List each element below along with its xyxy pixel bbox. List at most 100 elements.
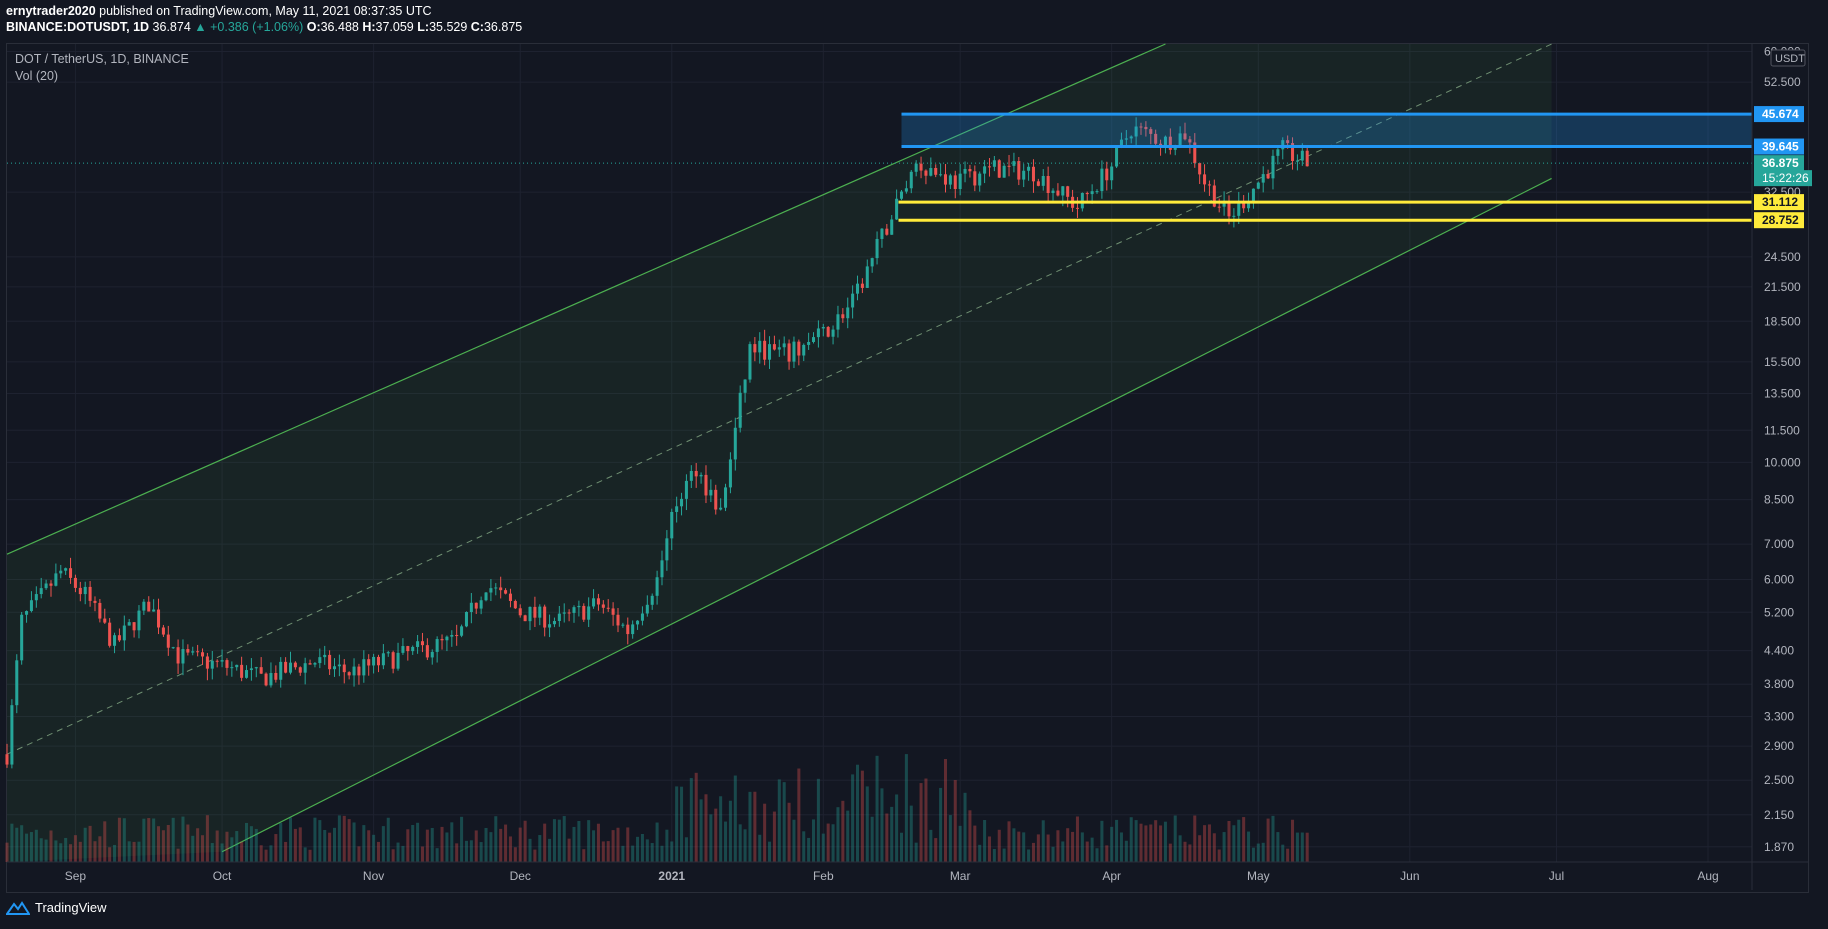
volume-bar xyxy=(777,779,781,862)
candle-body xyxy=(694,470,698,477)
volume-bar xyxy=(176,848,180,862)
volume-bar xyxy=(1271,815,1275,862)
tradingview-logo-icon xyxy=(6,900,30,915)
channel-fill xyxy=(7,44,1552,862)
volume-bar xyxy=(1242,817,1246,862)
volume-bar xyxy=(904,754,908,862)
candle-body xyxy=(626,624,630,635)
candle-body xyxy=(592,598,596,607)
candle-body xyxy=(1251,188,1255,201)
candle-body xyxy=(904,188,908,192)
x-tick-label: Oct xyxy=(213,869,232,883)
price-tag-last[interactable] xyxy=(1754,155,1804,172)
volume-bar xyxy=(1041,820,1045,862)
candle-body xyxy=(914,163,918,172)
volume-bar xyxy=(293,828,297,862)
volume-bar xyxy=(1110,826,1114,862)
volume-bar xyxy=(831,824,835,862)
volume-bar xyxy=(205,815,209,862)
high-label: H: xyxy=(362,20,376,34)
candle-body xyxy=(504,590,508,594)
candle-body xyxy=(1198,163,1202,175)
candle-body xyxy=(1012,161,1016,166)
volume-bar xyxy=(161,830,165,862)
tradingview-brand: TradingView xyxy=(35,900,107,915)
volume-bar xyxy=(792,819,796,862)
candle-body xyxy=(811,337,816,342)
candle-body xyxy=(987,166,991,168)
candle-body xyxy=(1159,143,1163,146)
price-tag-yellow[interactable] xyxy=(1754,212,1804,229)
volume-bar xyxy=(890,806,894,862)
volume-bar xyxy=(948,815,952,862)
candle-body xyxy=(494,587,498,589)
candle-body xyxy=(166,634,170,648)
volume-bar xyxy=(274,834,278,862)
volume-bar xyxy=(968,810,972,862)
volume-bar xyxy=(181,816,185,862)
candle-body xyxy=(601,604,605,608)
channel-upper-line[interactable] xyxy=(6,43,1166,555)
volume-bar xyxy=(768,841,772,862)
volume-bar xyxy=(1212,833,1216,862)
candle-body xyxy=(943,174,948,185)
candle-body xyxy=(665,538,669,561)
volume-bar xyxy=(445,832,449,862)
channel-lower-line[interactable] xyxy=(221,177,1552,853)
candle-body xyxy=(303,663,307,673)
volume-bar xyxy=(78,841,82,862)
volume-bar xyxy=(474,830,478,862)
author-name[interactable]: ernytrader2020 xyxy=(6,4,96,18)
candle-body xyxy=(929,168,933,176)
y-tick-label: 6.000 xyxy=(1764,572,1794,586)
y-tick-label: 11.500 xyxy=(1764,423,1800,437)
volume-bar xyxy=(543,823,547,862)
chart-frame[interactable] xyxy=(6,43,1809,893)
volume-bar xyxy=(1198,835,1202,862)
open-label: O: xyxy=(306,20,321,34)
volume-bar xyxy=(1286,848,1290,862)
candle-body xyxy=(919,163,923,171)
price-tag-yellow[interactable] xyxy=(1754,194,1804,211)
volume-bar xyxy=(1002,848,1006,862)
currency-box[interactable] xyxy=(1770,49,1806,67)
candle-body xyxy=(386,652,390,654)
candle-body xyxy=(49,583,53,586)
candle-body xyxy=(122,625,126,641)
tradingview-footer[interactable]: TradingView xyxy=(6,900,107,915)
volume-bar xyxy=(807,837,811,862)
volume-bar xyxy=(469,840,473,862)
candle-body xyxy=(337,664,341,667)
candle-body xyxy=(1193,142,1197,164)
volume-bar xyxy=(284,841,288,862)
legend-volume[interactable]: Vol (20) xyxy=(15,69,59,83)
volume-bar xyxy=(763,803,767,862)
channel-middle-line[interactable] xyxy=(6,43,1552,755)
legend-symbol-title[interactable]: DOT / TetherUS, 1D, BINANCE xyxy=(15,52,189,66)
candle-body xyxy=(445,636,449,641)
candle-body xyxy=(1085,193,1089,195)
candle-body xyxy=(391,652,395,669)
volume-bar xyxy=(406,829,410,862)
candle-body xyxy=(328,654,332,670)
candle-body xyxy=(533,606,537,618)
candle-body xyxy=(699,474,703,477)
price-tag-blue[interactable] xyxy=(1754,138,1804,155)
volume-bar xyxy=(1085,841,1089,862)
candle-body xyxy=(836,314,840,330)
candle-body xyxy=(425,645,429,658)
candle-body xyxy=(523,615,527,622)
candle-body xyxy=(1286,140,1290,144)
candle-body xyxy=(743,379,747,393)
volume-bar xyxy=(244,822,249,862)
volume-bar xyxy=(1256,843,1260,862)
price-tag-blue[interactable] xyxy=(1754,106,1804,123)
candle-body xyxy=(342,664,346,673)
candle-body xyxy=(1207,184,1211,186)
candle-body xyxy=(816,328,820,338)
x-tick-label: Feb xyxy=(813,869,834,883)
candle-body xyxy=(406,646,410,652)
volume-bar xyxy=(152,818,156,862)
volume-bar xyxy=(376,841,380,862)
